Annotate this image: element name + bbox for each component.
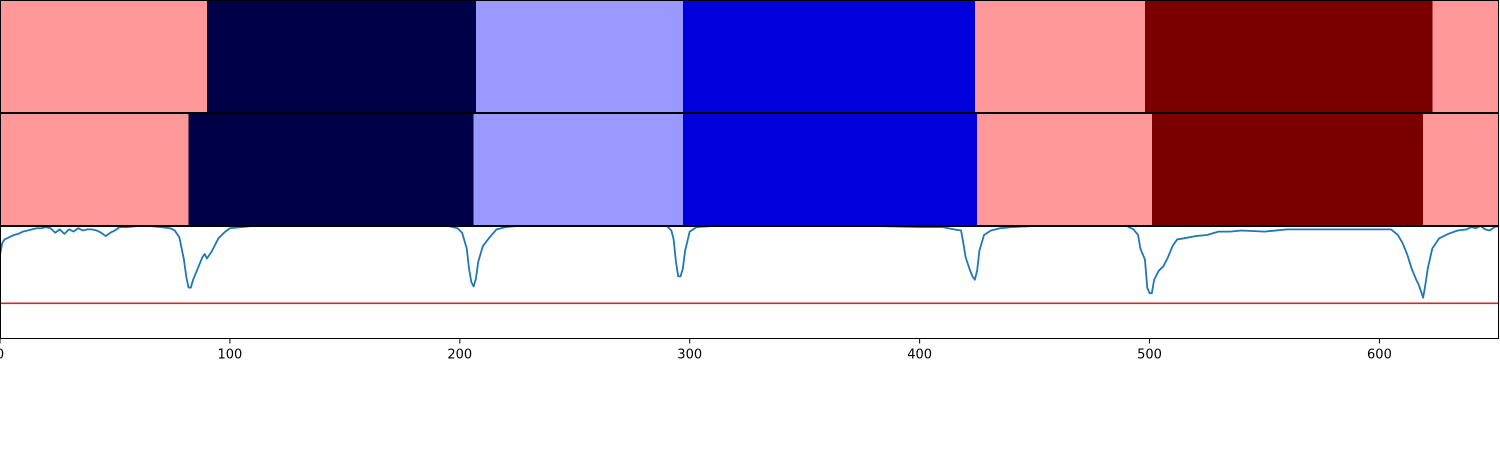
- segment-1-2: [206, 0, 476, 112]
- segment-2-5: [977, 113, 1152, 225]
- segment-1-6: [1144, 0, 1433, 112]
- frames-layer: [0, 0, 1499, 339]
- x-tick-label: 300: [677, 348, 702, 363]
- segment-2-7: [1423, 113, 1499, 225]
- segment-2-1: [0, 113, 189, 225]
- segment-1-4: [682, 0, 975, 112]
- panel-frame-1: [0, 0, 1499, 113]
- x-tick-label: 400: [907, 348, 932, 363]
- panel-3: [0, 226, 1499, 305]
- x-tick-label: 100: [217, 348, 242, 363]
- segment-1-7: [1432, 0, 1499, 112]
- segment-2-3: [473, 113, 683, 225]
- segment-1-5: [974, 0, 1145, 112]
- segment-2-6: [1151, 113, 1424, 225]
- segment-1-1: [0, 0, 207, 112]
- x-tick-label: 500: [1137, 348, 1162, 363]
- panel-frame-3: [0, 226, 1499, 339]
- panel-frame-2: [0, 113, 1499, 226]
- panel-2: [0, 113, 1499, 225]
- segment-2-2: [188, 113, 474, 225]
- x-tick-label: 600: [1367, 348, 1392, 363]
- segment-2-4: [682, 113, 978, 225]
- x-tick-label: 200: [447, 348, 472, 363]
- panels-layer: [0, 0, 1499, 305]
- x-tick-label: 0: [0, 348, 4, 363]
- x-axis: 0 100 200 300 400 500 600: [0, 338, 1392, 363]
- series-line-1: [0, 226, 1499, 299]
- segment-1-3: [475, 0, 683, 112]
- panel-1: [0, 0, 1499, 112]
